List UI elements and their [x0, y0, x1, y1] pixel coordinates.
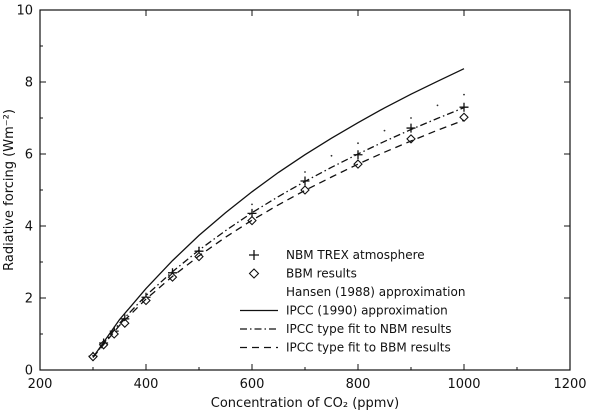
- legend-plus-marker: [249, 250, 259, 260]
- legend-entry: IPCC type fit to NBM results: [240, 322, 452, 336]
- legend-label: BBM results: [286, 267, 357, 281]
- legend-label: IPCC (1990) approximation: [286, 304, 448, 318]
- y-axis-title: Radiative forcing (Wm⁻²): [2, 109, 17, 271]
- legend: NBM TREX atmosphere BBM results Hansen (19…: [240, 248, 465, 355]
- legend-entry: IPCC (1990) approximation: [240, 304, 448, 318]
- hansen-dot: [463, 93, 465, 96]
- x-tick-label: 600: [240, 377, 265, 392]
- x-tick-label: 400: [134, 377, 159, 392]
- x-axis-title: Concentration of CO₂ (ppmv): [211, 396, 399, 411]
- bbm-data-point: [120, 318, 130, 328]
- y-tick-label: 2: [25, 292, 33, 307]
- hansen-dot: [304, 171, 306, 173]
- nbm-data-point: [459, 102, 469, 112]
- legend-label: IPCC type fit to BBM results: [286, 341, 451, 355]
- series-dotted: [92, 93, 465, 357]
- axis-ticks: 200 400 600 800 1000 1200 0 2 4 6 8 10: [16, 4, 586, 393]
- legend-entry: NBM TREX atmosphere: [249, 248, 425, 262]
- legend-entry: IPCC type fit to BBM results: [240, 341, 451, 355]
- y-tick-label: 8: [25, 76, 33, 91]
- hansen-dot: [251, 203, 253, 206]
- legend-label: IPCC type fit to NBM results: [286, 322, 452, 336]
- bbm-data-point: [459, 112, 469, 123]
- series-dashed: [92, 119, 465, 358]
- y-tick-label: 4: [25, 220, 33, 235]
- x-tick-label: 1000: [447, 377, 480, 392]
- x-tick-label: 1200: [553, 377, 586, 392]
- series-line-dash-dot: [92, 106, 465, 358]
- legend-label: Hansen (1988) approximation: [286, 285, 465, 299]
- hansen-dot: [145, 295, 147, 298]
- series-layer: [88, 68, 469, 362]
- series-line-dashed: [92, 119, 465, 358]
- y-tick-label: 0: [25, 364, 33, 379]
- series-line-solid: [92, 68, 465, 358]
- hansen-dot: [357, 142, 359, 145]
- legend-diamond-marker: [248, 268, 260, 279]
- hansen-dot: [330, 154, 333, 157]
- hansen-dot: [198, 246, 200, 249]
- nbm-data-point: [406, 123, 416, 133]
- legend-entry: BBM results: [248, 267, 357, 281]
- legend-label: NBM TREX atmosphere: [286, 248, 425, 262]
- hansen-dot: [436, 104, 439, 107]
- y-tick-label: 6: [25, 148, 33, 163]
- hansen-dot: [383, 129, 386, 132]
- bbm-data-point: [353, 159, 363, 169]
- legend-entry: Hansen (1988) approximation: [286, 285, 465, 299]
- x-tick-label: 200: [28, 377, 53, 392]
- hansen-dot: [410, 117, 412, 119]
- x-tick-label: 800: [346, 377, 371, 392]
- series-dash-dot: [92, 106, 465, 358]
- series-solid: [92, 68, 465, 358]
- y-tick-label: 10: [16, 4, 33, 19]
